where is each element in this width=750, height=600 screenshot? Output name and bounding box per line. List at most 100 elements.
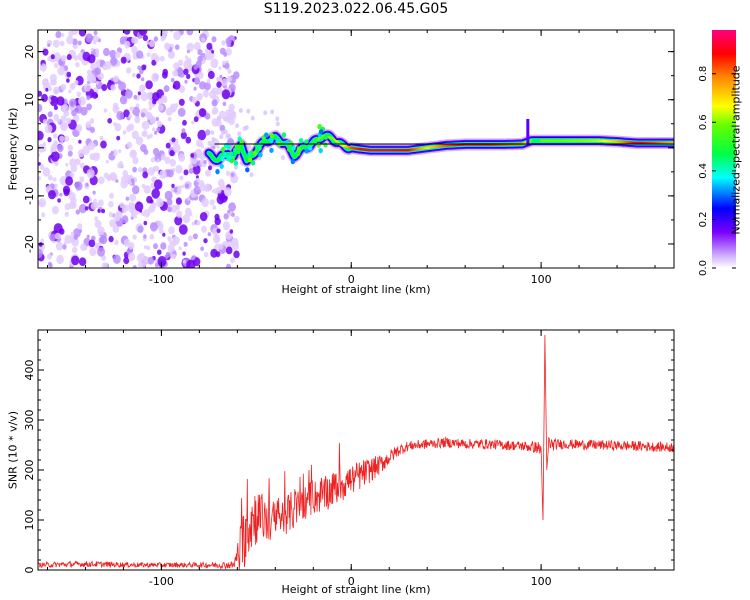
noise-blob — [55, 30, 62, 39]
noise-blob — [69, 82, 76, 90]
noise-blob — [48, 190, 56, 200]
noise-blob — [105, 159, 109, 164]
noise-blob — [201, 198, 209, 208]
noise-blob — [224, 62, 230, 70]
signal-blob — [220, 156, 225, 162]
signal-blob — [236, 149, 241, 155]
noise-blob — [42, 119, 48, 125]
signal-blob — [220, 146, 226, 153]
noise-blob — [160, 36, 165, 42]
x-tick-label: 100 — [531, 273, 552, 286]
x-tick-label: 0 — [348, 273, 355, 286]
noise-blob — [130, 212, 135, 218]
noise-blob — [147, 256, 155, 265]
noise-blob — [176, 188, 181, 193]
noise-blob — [116, 111, 124, 121]
colorbar-ticks: 0.0 0.2 0.4 0.6 0.8 — [698, 66, 736, 276]
noise-blob — [213, 234, 221, 244]
noise-blob — [128, 114, 132, 119]
noise-blob — [167, 206, 172, 213]
noise-blob — [224, 196, 228, 200]
noise-blob — [270, 109, 275, 115]
noise-blob — [188, 168, 194, 174]
noise-blob — [94, 216, 99, 222]
noise-blob — [104, 61, 112, 70]
noise-blob — [48, 174, 53, 181]
noise-blob — [169, 150, 175, 157]
noise-blob — [38, 198, 47, 208]
noise-blob — [152, 98, 157, 105]
noise-blob — [193, 116, 199, 123]
noise-blob — [93, 30, 98, 36]
noise-blob — [80, 243, 87, 251]
noise-blob — [110, 84, 116, 91]
noise-blob — [172, 69, 179, 77]
noise-blob — [98, 176, 105, 185]
noise-blob — [137, 91, 142, 96]
noise-blob — [165, 107, 173, 116]
noise-blob — [193, 77, 201, 85]
noise-blob — [172, 80, 181, 90]
noise-blob — [47, 137, 52, 143]
noise-blob — [229, 229, 234, 234]
noise-blob — [67, 150, 73, 157]
snr-x-label: Height of straight line (km) — [281, 583, 431, 596]
noise-blob — [57, 198, 61, 203]
noise-blob — [223, 52, 228, 57]
noise-blob — [53, 86, 60, 95]
y-tick-label: 10 — [23, 93, 36, 107]
noise-blob — [72, 38, 78, 46]
noise-blob — [222, 101, 227, 106]
noise-blob — [123, 238, 131, 247]
noise-blob — [78, 257, 87, 267]
noise-blob — [66, 78, 70, 83]
noise-blob — [94, 67, 101, 76]
signal-blob — [269, 147, 274, 153]
noise-blob — [49, 73, 57, 83]
noise-blob — [183, 241, 188, 247]
noise-blob — [38, 162, 41, 166]
noise-blob — [129, 193, 137, 202]
noise-blob — [122, 130, 127, 135]
noise-blob — [142, 34, 148, 42]
noise-blob — [38, 103, 43, 113]
noise-blob — [78, 30, 87, 37]
signal-blob — [258, 152, 263, 158]
noise-blob — [186, 42, 194, 52]
noise-blob — [167, 116, 172, 122]
signal-blob — [239, 139, 244, 145]
noise-blob — [226, 76, 232, 83]
noise-blob — [53, 62, 59, 69]
noise-blob — [204, 113, 211, 120]
x-tick-label: 0 — [348, 575, 355, 588]
noise-blob — [141, 64, 147, 71]
noise-blob — [131, 36, 137, 44]
noise-blob — [193, 185, 202, 195]
noise-blob — [88, 239, 96, 248]
noise-blob — [178, 224, 188, 235]
colorbar: 0.0 0.2 0.4 0.6 0.8 — [698, 30, 736, 276]
noise-blob — [146, 195, 153, 204]
signal-blob — [316, 142, 321, 148]
noise-blob — [89, 247, 97, 257]
noise-blob — [50, 151, 60, 162]
y-tick-label: 20 — [23, 45, 36, 59]
signal-blob — [264, 132, 269, 138]
noise-blob — [212, 106, 219, 115]
noise-blob — [206, 42, 213, 50]
noise-blob — [76, 91, 81, 98]
noise-blob — [231, 237, 239, 247]
noise-blob — [88, 74, 97, 84]
noise-blob — [175, 164, 183, 174]
noise-blob — [202, 90, 209, 98]
noise-blob — [86, 103, 92, 111]
noise-blob — [50, 54, 55, 60]
signal-blob — [269, 132, 274, 139]
noise-blob — [109, 219, 116, 228]
noise-blob — [181, 128, 186, 134]
noise-blob — [121, 215, 129, 224]
noise-blob — [48, 98, 52, 103]
noise-blob — [211, 36, 217, 43]
noise-blob — [126, 141, 133, 149]
noise-blob — [103, 47, 110, 57]
